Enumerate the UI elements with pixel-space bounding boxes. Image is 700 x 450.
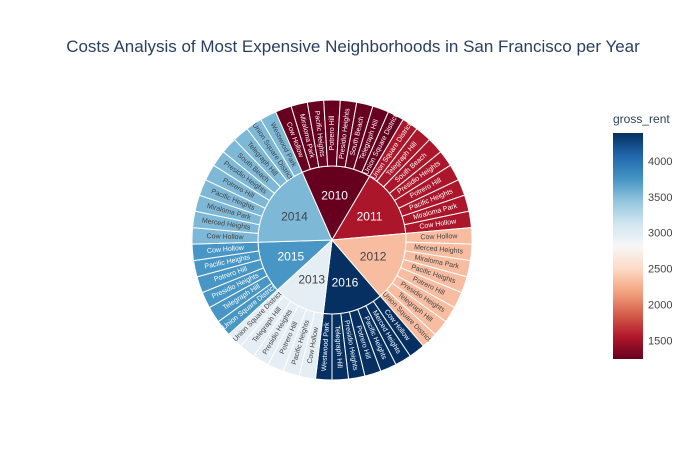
neighborhood-label: Merced Heights — [414, 244, 464, 255]
colorbar-tick-label: 4000 — [648, 156, 672, 168]
colorbar-title: gross_rent — [613, 112, 670, 126]
colorbar-tick-label: 2500 — [648, 264, 672, 276]
year-label-2014: 2014 — [281, 209, 308, 223]
year-label-2016: 2016 — [332, 275, 359, 289]
colorbar-tick-label: 1500 — [648, 335, 672, 347]
neighborhood-label: Cow Hollow — [420, 233, 458, 241]
neighborhood-label: Potrero Hill — [329, 115, 336, 150]
neighborhood-label: Telegraph Hill — [333, 325, 343, 368]
colorbar-tick-label: 3500 — [648, 192, 672, 204]
colorbar: gross_rent 1500 2000 2500 3000 3500 4000 — [613, 112, 672, 359]
colorbar-tick-label: 2000 — [648, 299, 672, 311]
year-label-2010: 2010 — [321, 189, 348, 203]
colorbar-gradient — [613, 133, 643, 359]
chart-title: Costs Analysis of Most Expensive Neighbo… — [66, 37, 640, 56]
year-label-2012: 2012 — [360, 250, 387, 264]
neighborhood-wedge[interactable] — [260, 111, 303, 177]
colorbar-ticks: 1500 2000 2500 3000 3500 4000 — [648, 156, 672, 347]
year-label-2015: 2015 — [278, 250, 305, 264]
year-label-2011: 2011 — [357, 209, 383, 223]
colorbar-tick-label: 3000 — [648, 228, 672, 240]
year-label-2013: 2013 — [298, 273, 325, 287]
neighborhood-label: Cow Hollow — [206, 233, 244, 241]
neighborhood-label: Cow Hollow — [207, 245, 245, 255]
neighborhood-label: Westwood Park — [321, 322, 331, 372]
